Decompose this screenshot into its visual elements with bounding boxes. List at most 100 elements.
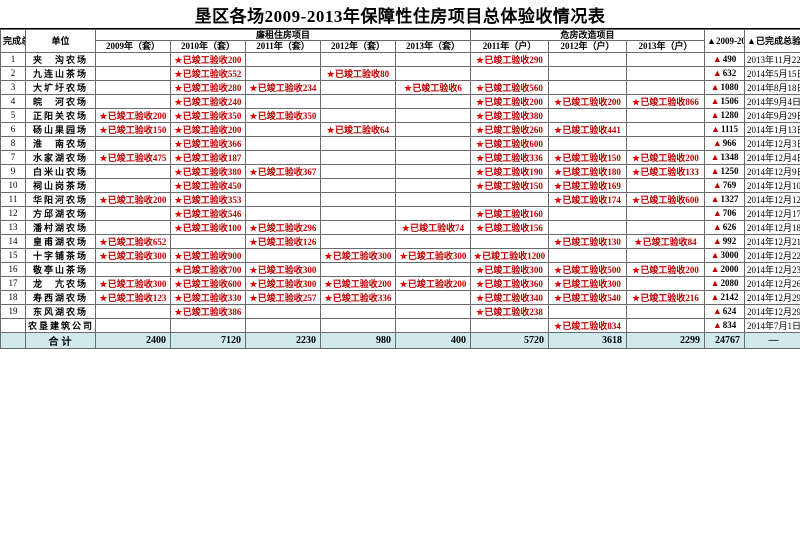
cell-rent-2011年（套）[interactable] — [245, 135, 321, 151]
cell-danger-2011年（户）[interactable] — [470, 317, 550, 333]
cell-rent-2012年（套）[interactable] — [320, 149, 396, 165]
cell-danger-2011年（户）[interactable] — [470, 191, 550, 207]
cell-danger-2012年（户）[interactable]: ★已竣工验收540 — [548, 289, 628, 305]
cell-danger-2011年（户）[interactable] — [470, 233, 550, 249]
cell-rent-2013年（套）[interactable] — [394, 149, 472, 165]
cell-danger-2013年（户）[interactable] — [626, 317, 706, 333]
cell-rent-2011年（套）[interactable]: ★已竣工验收350 — [245, 107, 321, 123]
cell-rent-2011年（套）[interactable]: ★已竣工验收126 — [245, 233, 321, 249]
cell-rent-2010年（套）[interactable] — [170, 317, 246, 333]
cell-rent-2010年（套）[interactable]: ★已竣工验收353 — [170, 191, 246, 207]
cell-rent-2013年（套）[interactable]: ★已竣工验收300 — [394, 247, 472, 263]
cell-rent-2010年（套）[interactable]: ★已竣工验收187 — [170, 149, 246, 165]
cell-rent-2013年（套）[interactable]: ★已竣工验收6 — [394, 79, 472, 95]
cell-rent-2011年（套）[interactable] — [245, 121, 321, 137]
cell-rent-2009年（套）[interactable]: ★已竣工验收300 — [95, 275, 171, 291]
cell-danger-2012年（户）[interactable] — [548, 205, 628, 221]
cell-rent-2010年（套）[interactable]: ★已竣工验收386 — [170, 303, 246, 319]
cell-danger-2012年（户）[interactable]: ★已竣工验收130 — [548, 233, 628, 249]
cell-rent-2011年（套）[interactable]: ★已竣工验收257 — [245, 289, 321, 305]
cell-danger-2013年（户）[interactable] — [626, 121, 706, 137]
cell-danger-2012年（户）[interactable]: ★已竣工验收834 — [548, 317, 628, 333]
cell-rent-2012年（套）[interactable]: ★已竣工验收80 — [320, 65, 396, 81]
table-row[interactable]: 18 寿西湖农场 ★已竣工验收123 ★已竣工验收330 ★已竣工验收257 ★已竣工验收… — [0, 289, 800, 305]
cell-danger-2011年（户）[interactable]: ★已竣工验收260 — [470, 121, 550, 137]
cell-danger-2011年（户）[interactable]: ★已竣工验收200 — [470, 93, 550, 109]
cell-rent-2012年（套）[interactable] — [320, 107, 396, 123]
cell-rent-2010年（套）[interactable]: ★已竣工验收200 — [170, 121, 246, 137]
cell-rent-2010年（套）[interactable]: ★已竣工验收546 — [170, 205, 246, 221]
cell-rent-2011年（套）[interactable] — [245, 51, 321, 67]
table-row[interactable]: 9 白米山农场 ★已竣工验收380 ★已竣工验收367 ★已竣工验收190 ★已竣工验收1… — [0, 163, 800, 179]
cell-rent-2012年（套）[interactable] — [320, 79, 396, 95]
cell-danger-2013年（户）[interactable] — [626, 107, 706, 123]
cell-danger-2013年（户）[interactable]: ★已竣工验收600 — [626, 191, 706, 207]
cell-rent-2009年（套）[interactable]: ★已竣工验收200 — [95, 107, 171, 123]
cell-danger-2013年（户）[interactable]: ★已竣工验收133 — [626, 163, 706, 179]
cell-rent-2010年（套）[interactable]: ★已竣工验收700 — [170, 261, 246, 277]
table-row[interactable]: 3 大圹圩农场 ★已竣工验收280 ★已竣工验收234 ★已竣工验收6 ★已竣工验收560… — [0, 79, 800, 95]
cell-danger-2011年（户）[interactable] — [470, 65, 550, 81]
cell-danger-2013年（户）[interactable]: ★已竣工验收866 — [626, 93, 706, 109]
cell-danger-2011年（户）[interactable]: ★已竣工验收160 — [470, 205, 550, 221]
cell-danger-2012年（户）[interactable] — [548, 107, 628, 123]
cell-danger-2013年（户）[interactable] — [626, 135, 706, 151]
cell-rent-2011年（套）[interactable] — [245, 177, 321, 193]
cell-rent-2010年（套）[interactable]: ★已竣工验收100 — [170, 219, 246, 235]
cell-rent-2013年（套）[interactable] — [394, 163, 472, 179]
table-row[interactable]: 16 敬亭山茶场 ★已竣工验收700 ★已竣工验收300 ★已竣工验收300 ★已竣工验收… — [0, 261, 800, 277]
table-row[interactable]: 10 祠山岗茶场 ★已竣工验收450 ★已竣工验收150 ★已竣工验收169 ▲769 20… — [0, 177, 800, 193]
cell-danger-2012年（户）[interactable]: ★已竣工验收169 — [548, 177, 628, 193]
cell-rent-2009年（套）[interactable] — [95, 65, 171, 81]
cell-rent-2013年（套）[interactable] — [394, 93, 472, 109]
cell-rent-2013年（套）[interactable] — [394, 107, 472, 123]
cell-rent-2010年（套）[interactable]: ★已竣工验收450 — [170, 177, 246, 193]
cell-rent-2013年（套）[interactable]: ★已竣工验收200 — [394, 275, 472, 291]
cell-danger-2011年（户）[interactable]: ★已竣工验收190 — [470, 163, 550, 179]
cell-rent-2009年（套）[interactable] — [95, 93, 171, 109]
cell-danger-2013年（户）[interactable]: ★已竣工验收84 — [626, 233, 706, 249]
cell-danger-2012年（户）[interactable]: ★已竣工验收200 — [548, 93, 628, 109]
cell-danger-2011年（户）[interactable]: ★已竣工验收156 — [470, 219, 550, 235]
cell-danger-2012年（户）[interactable] — [548, 219, 628, 235]
cell-rent-2010年（套）[interactable]: ★已竣工验收200 — [170, 51, 246, 67]
cell-danger-2012年（户）[interactable] — [548, 51, 628, 67]
cell-rent-2009年（套）[interactable]: ★已竣工验收123 — [95, 289, 171, 305]
table-row[interactable]: 6 砀山果园场 ★已竣工验收150 ★已竣工验收200 ★已竣工验收64 ★已竣工验收26… — [0, 121, 800, 137]
cell-danger-2011年（户）[interactable]: ★已竣工验收238 — [470, 303, 550, 319]
cell-danger-2013年（户）[interactable] — [626, 177, 706, 193]
cell-danger-2011年（户）[interactable]: ★已竣工验收336 — [470, 149, 550, 165]
cell-rent-2012年（套）[interactable] — [320, 219, 396, 235]
cell-rent-2009年（套）[interactable]: ★已竣工验收300 — [95, 247, 171, 263]
cell-rent-2010年（套）[interactable]: ★已竣工验收366 — [170, 135, 246, 151]
cell-danger-2012年（户）[interactable]: ★已竣工验收150 — [548, 149, 628, 165]
cell-rent-2010年（套）[interactable]: ★已竣工验收380 — [170, 163, 246, 179]
cell-rent-2013年（套）[interactable] — [394, 261, 472, 277]
cell-danger-2012年（户）[interactable]: ★已竣工验收441 — [548, 121, 628, 137]
cell-rent-2011年（套）[interactable]: ★已竣工验收300 — [245, 275, 321, 291]
cell-rent-2012年（套）[interactable]: ★已竣工验收336 — [320, 289, 396, 305]
cell-danger-2012年（户）[interactable] — [548, 247, 628, 263]
cell-rent-2013年（套）[interactable] — [394, 289, 472, 305]
cell-rent-2012年（套）[interactable] — [320, 51, 396, 67]
cell-rent-2010年（套）[interactable]: ★已竣工验收330 — [170, 289, 246, 305]
cell-rent-2009年（套）[interactable] — [95, 163, 171, 179]
cell-danger-2012年（户）[interactable] — [548, 79, 628, 95]
cell-rent-2012年（套）[interactable] — [320, 205, 396, 221]
cell-danger-2012年（户）[interactable]: ★已竣工验收500 — [548, 261, 628, 277]
cell-danger-2011年（户）[interactable]: ★已竣工验收600 — [470, 135, 550, 151]
cell-rent-2010年（套）[interactable]: ★已竣工验收600 — [170, 275, 246, 291]
table-row[interactable]: 2 九连山茶场 ★已竣工验收552 ★已竣工验收80 ▲632 2014年5月15日 — [0, 65, 800, 81]
cell-rent-2012年（套）[interactable] — [320, 317, 396, 333]
cell-rent-2011年（套）[interactable] — [245, 65, 321, 81]
cell-rent-2013年（套）[interactable]: ★已竣工验收74 — [394, 219, 472, 235]
cell-rent-2010年（套）[interactable]: ★已竣工验收350 — [170, 107, 246, 123]
cell-danger-2013年（户）[interactable] — [626, 79, 706, 95]
cell-danger-2011年（户）[interactable]: ★已竣工验收560 — [470, 79, 550, 95]
cell-rent-2010年（套）[interactable]: ★已竣工验收240 — [170, 93, 246, 109]
cell-rent-2012年（套）[interactable] — [320, 233, 396, 249]
